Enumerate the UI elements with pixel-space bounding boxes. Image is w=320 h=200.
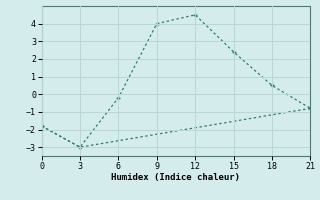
X-axis label: Humidex (Indice chaleur): Humidex (Indice chaleur) — [111, 173, 241, 182]
